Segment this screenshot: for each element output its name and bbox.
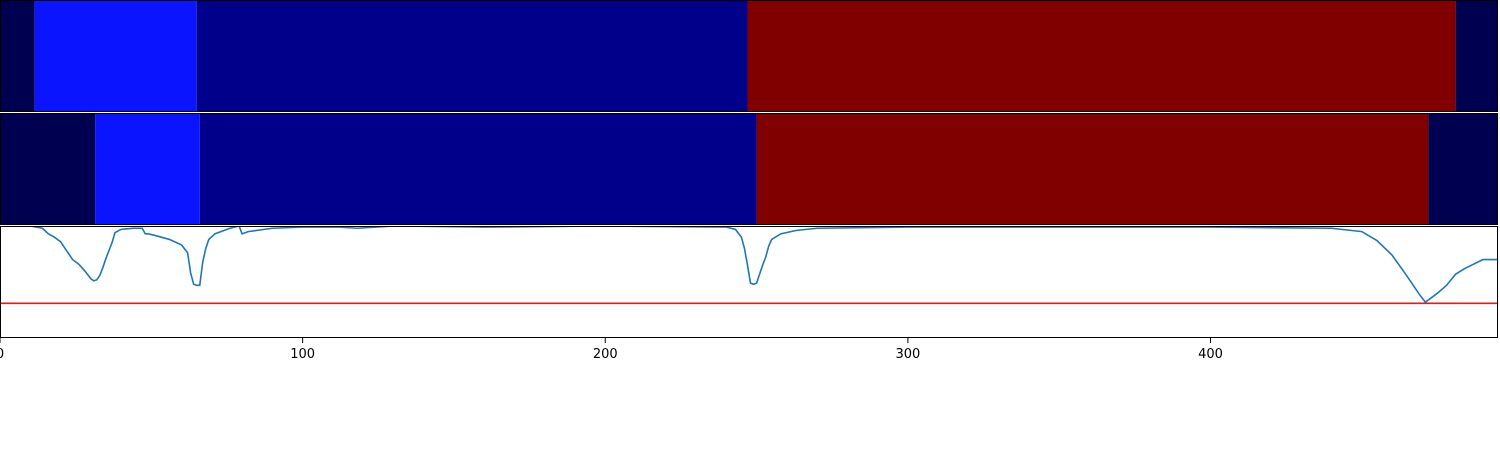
heatmap-bottom bbox=[0, 113, 1498, 225]
heatmap-frame bbox=[0, 113, 1498, 225]
x-tick-label: 400 bbox=[1198, 347, 1223, 362]
line-plot-panel bbox=[0, 226, 1498, 338]
heatmap-segment bbox=[196, 0, 748, 112]
heatmap-segment bbox=[199, 113, 757, 225]
x-tick-label: 100 bbox=[290, 347, 315, 362]
heatmap-segment bbox=[747, 0, 1456, 112]
heatmap-segment bbox=[0, 113, 96, 225]
line-plot-frame bbox=[0, 226, 1498, 338]
heatmap-segment bbox=[34, 0, 197, 112]
series-line bbox=[0, 226, 1498, 304]
heatmap-segment bbox=[1455, 0, 1498, 112]
x-tick-label: 200 bbox=[593, 347, 618, 362]
x-tick-label: 0 bbox=[0, 347, 4, 362]
heatmap-top bbox=[0, 0, 1498, 112]
heatmap-segment bbox=[756, 113, 1429, 225]
heatmap-segment bbox=[0, 0, 35, 112]
heatmap-segment bbox=[95, 113, 200, 225]
heatmap-frame bbox=[0, 0, 1498, 112]
heatmap-segment bbox=[1428, 113, 1498, 225]
x-axis: 0 100 200 300 400 bbox=[0, 338, 1223, 362]
x-tick-label: 300 bbox=[895, 347, 920, 362]
